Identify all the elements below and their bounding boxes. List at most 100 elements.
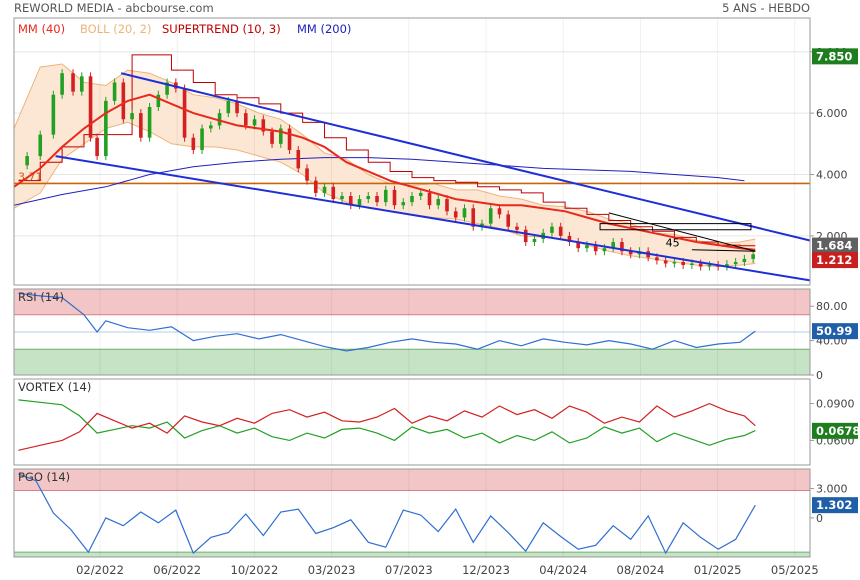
x-tick-label: 04/2024 (539, 563, 587, 577)
candle-up (480, 223, 484, 227)
x-tick-label: 02/2022 (76, 563, 124, 577)
candle-down (453, 211, 458, 218)
candle-up (38, 134, 43, 157)
chart-title: REWORLD MEDIA - abcbourse.com (14, 1, 214, 15)
channel-upper-line (120, 72, 811, 242)
x-tick-label: 07/2023 (385, 563, 433, 577)
x-tick-label: 03/2023 (308, 563, 356, 577)
candle-down (567, 235, 572, 243)
candle-up (401, 202, 406, 206)
vortex-tick-label: 0.0900 (816, 398, 855, 411)
x-tick-label: 10/2022 (231, 563, 279, 577)
candle-up (462, 208, 467, 218)
supertrend-line (18, 54, 756, 247)
candle-down (121, 82, 126, 120)
channel-lower-line (55, 155, 811, 282)
candle-up (672, 261, 677, 264)
annotation-label: 45 (666, 237, 680, 250)
candle-down (244, 113, 248, 126)
candle-down (558, 226, 563, 236)
candle-down (497, 208, 502, 215)
rsi-panel-label: RSI (14) (18, 290, 64, 304)
candle-up (130, 113, 134, 120)
resistance-box (599, 223, 752, 231)
candle-up (611, 242, 615, 249)
vortex-series-line (18, 399, 756, 446)
candle-up (690, 263, 694, 266)
candle-up (410, 196, 414, 203)
candle-down (523, 229, 528, 243)
chart-period: 5 ANS - HEBDO (722, 1, 810, 15)
candle-up (226, 100, 231, 114)
candle-down (182, 88, 187, 138)
rsi-tick-label: 0 (816, 369, 823, 382)
candle-up (532, 238, 537, 243)
candle-up (733, 261, 738, 265)
pgo-line (18, 473, 756, 555)
pgo-overbought-zone (14, 469, 810, 491)
candle-down (576, 242, 580, 249)
candle-up (156, 94, 161, 107)
candle-up (340, 196, 344, 200)
candle-up (550, 226, 554, 233)
candle-down (305, 168, 309, 181)
candle-up (217, 113, 222, 126)
candle-down (88, 76, 93, 138)
candle-up (112, 82, 117, 101)
candle-up (602, 248, 607, 252)
vortex-frame (13, 378, 811, 466)
rsi-line (18, 292, 756, 352)
x-tick-label: 08/2024 (617, 563, 665, 577)
rsi-overbought-zone (14, 289, 810, 315)
candle-down (191, 137, 196, 150)
candle-down (270, 131, 274, 144)
candle-down (375, 196, 379, 203)
candle-down (95, 137, 99, 157)
candle-down (235, 100, 239, 114)
price-value-label: 1.212 (816, 253, 852, 267)
candle-up (200, 128, 204, 150)
candle-up (366, 196, 371, 200)
rsi-oversold-zone (14, 349, 810, 375)
candle-down (515, 226, 519, 230)
triangle-lower-line (691, 249, 756, 252)
candle-down (655, 257, 659, 261)
candle-down (331, 186, 336, 200)
candle-up (418, 192, 423, 196)
pgo-panel: 3.000 01.302 PGO (14) (13, 468, 858, 558)
candle-up (742, 258, 747, 262)
candle-up (79, 76, 84, 92)
rsi-tick-label: 80.00 (816, 300, 848, 313)
candle-down (139, 113, 143, 138)
candle-up (725, 264, 729, 267)
legend-entry: MM (40) (18, 22, 65, 36)
pgo-tick-label: 3.000 (816, 483, 848, 496)
candle-down (506, 214, 511, 227)
x-tick-label: 01/2025 (694, 563, 742, 577)
x-axis: 02/2022 06/2022 10/2022 03/2023 07/2023 12/20… (76, 18, 819, 577)
pgo-panel-label: PGO (14) (18, 470, 70, 484)
legend-entry: SUPERTREND (10, 3) (162, 22, 281, 36)
candle-up (104, 100, 108, 157)
candle-down (71, 73, 75, 92)
rsi-value-badge (812, 323, 858, 340)
pgo-value-label: 1.302 (816, 498, 852, 512)
vortex-value-badge (812, 422, 858, 439)
price-tick-label: 4.000 (816, 169, 848, 182)
x-tick-label: 12/2023 (462, 563, 510, 577)
candle-up (147, 107, 152, 138)
candle-up (383, 189, 388, 203)
price-value-badge (812, 237, 858, 254)
rsi-value-label: 50.99 (816, 324, 852, 338)
candle-down (471, 208, 476, 227)
pgo-oversold-zone (14, 552, 810, 557)
price-value-label: 1.684 (816, 239, 852, 253)
candle-down (392, 189, 397, 206)
candle-up (209, 125, 213, 129)
triangle-upper-line (608, 212, 756, 252)
candle-up (436, 199, 441, 206)
pgo-value-badge (812, 497, 858, 514)
candle-up (51, 94, 56, 135)
